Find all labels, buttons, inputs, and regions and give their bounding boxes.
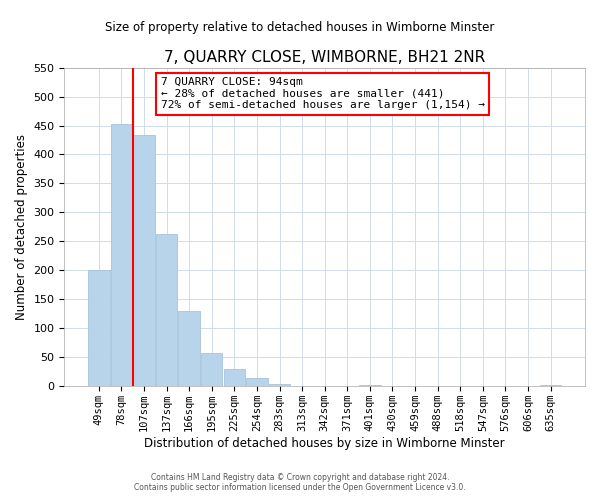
- Bar: [110, 124, 132, 386]
- Bar: [156, 234, 177, 386]
- Bar: [201, 352, 223, 386]
- Text: Size of property relative to detached houses in Wimborne Minster: Size of property relative to detached ho…: [106, 21, 494, 34]
- Bar: [246, 378, 268, 386]
- Text: 7 QUARRY CLOSE: 94sqm
← 28% of detached houses are smaller (441)
72% of semi-det: 7 QUARRY CLOSE: 94sqm ← 28% of detached …: [161, 77, 485, 110]
- Bar: [178, 311, 200, 386]
- Text: Contains HM Land Registry data © Crown copyright and database right 2024.
Contai: Contains HM Land Registry data © Crown c…: [134, 473, 466, 492]
- Bar: [540, 385, 562, 386]
- Bar: [359, 385, 380, 386]
- Bar: [133, 136, 155, 386]
- Bar: [224, 369, 245, 386]
- Y-axis label: Number of detached properties: Number of detached properties: [15, 134, 28, 320]
- Title: 7, QUARRY CLOSE, WIMBORNE, BH21 2NR: 7, QUARRY CLOSE, WIMBORNE, BH21 2NR: [164, 50, 485, 65]
- X-axis label: Distribution of detached houses by size in Wimborne Minster: Distribution of detached houses by size …: [145, 437, 505, 450]
- Bar: [269, 384, 290, 386]
- Bar: [88, 270, 110, 386]
